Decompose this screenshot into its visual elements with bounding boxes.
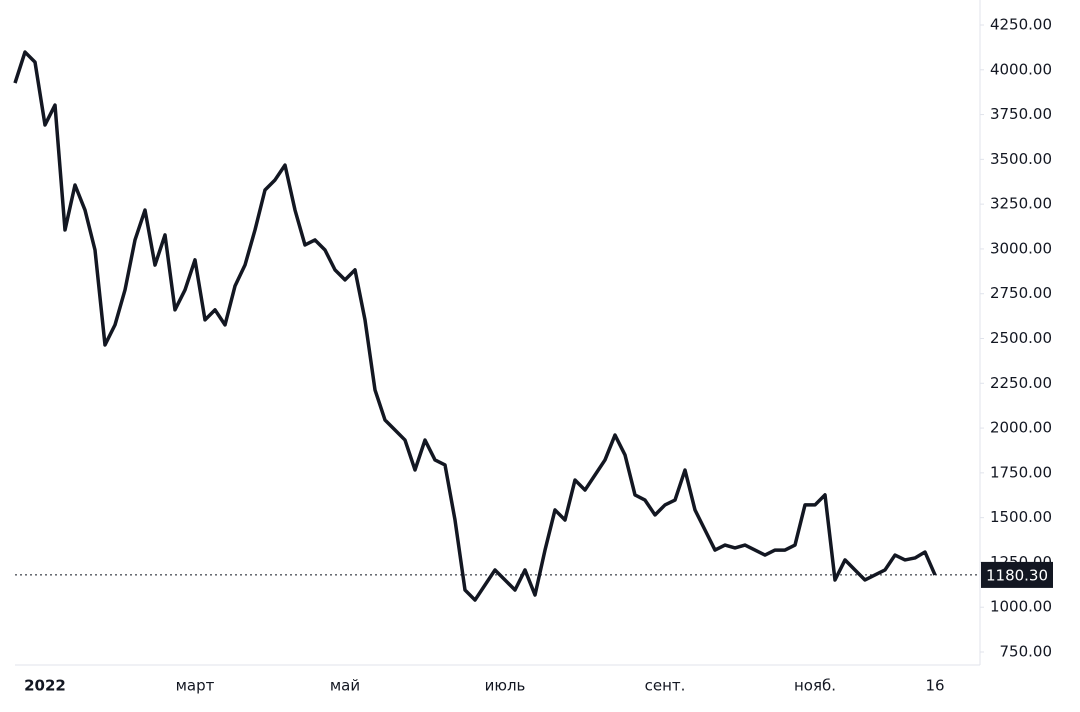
y-tick-label: 750.00 xyxy=(1000,643,1053,661)
y-tick-label: 1750.00 xyxy=(990,463,1052,481)
y-tick-label: 2000.00 xyxy=(990,419,1052,437)
last-price-label: 1180.30 xyxy=(986,566,1048,584)
price-line xyxy=(13,50,937,602)
x-tick-label: июль xyxy=(485,677,526,695)
x-tick-label: нояб. xyxy=(794,677,836,695)
y-tick-label: 3500.00 xyxy=(990,150,1052,168)
x-tick-label: март xyxy=(176,677,215,695)
last-price-box xyxy=(981,561,1053,588)
y-tick-label: 2500.00 xyxy=(990,329,1052,347)
y-tick-label: 4250.00 xyxy=(990,16,1052,34)
y-tick-label: 3250.00 xyxy=(990,195,1052,213)
x-tick-label: 16 xyxy=(925,677,944,695)
y-tick-label: 3750.00 xyxy=(990,105,1052,123)
y-tick-label: 1000.00 xyxy=(990,598,1052,616)
x-tick-label: 2022 xyxy=(24,677,66,695)
y-tick-label: 4000.00 xyxy=(990,60,1052,78)
y-tick-label: 2250.00 xyxy=(990,374,1052,392)
y-tick-label: 1500.00 xyxy=(990,508,1052,526)
y-tick-label: 3000.00 xyxy=(990,239,1052,257)
x-tick-label: сент. xyxy=(645,677,686,695)
y-tick-label: 2750.00 xyxy=(990,284,1052,302)
x-tick-label: май xyxy=(330,677,360,695)
